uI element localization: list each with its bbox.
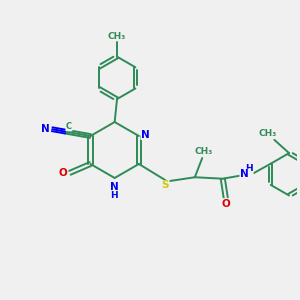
Text: N: N xyxy=(41,124,50,134)
Text: O: O xyxy=(221,199,230,209)
Text: H: H xyxy=(245,164,253,173)
Text: S: S xyxy=(162,181,169,190)
Text: CH₃: CH₃ xyxy=(259,130,277,139)
Text: CH₃: CH₃ xyxy=(194,147,213,156)
Text: N: N xyxy=(240,169,249,179)
Text: N: N xyxy=(141,130,150,140)
Text: CH₃: CH₃ xyxy=(108,32,126,40)
Text: H: H xyxy=(110,191,118,200)
Text: O: O xyxy=(59,168,68,178)
Text: N: N xyxy=(110,182,118,192)
Text: C: C xyxy=(66,122,72,131)
